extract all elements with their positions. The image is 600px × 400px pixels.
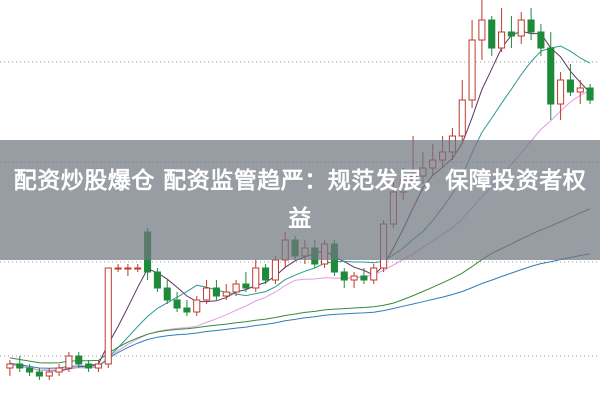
candle-body [360,275,368,281]
candle-body [478,19,486,41]
candle-body [114,267,122,270]
candle-body [45,371,53,377]
candle-body [370,267,378,281]
candle-body [55,367,63,373]
candle-body [163,287,171,301]
candle-body [26,367,34,373]
candle-body [557,79,565,105]
candle-body [104,267,112,365]
candle-body [193,299,201,313]
candle-body [242,283,250,289]
candle-body [527,19,535,33]
candle-body [94,363,102,369]
candle-body [203,287,211,301]
candle-body [75,355,83,365]
candle-body [134,267,142,270]
candle-body [153,271,161,289]
candle-body [340,271,348,281]
candle-body [232,283,240,293]
candle-body [350,275,358,281]
candle-body [566,79,574,93]
candle-body [498,31,506,49]
candle-body [173,299,181,309]
candle-body [16,363,24,369]
candle-body [124,267,132,270]
candle-body [35,371,43,377]
candle-body [458,99,466,137]
candle-body [252,267,260,289]
candle-body [547,47,555,105]
candle-body [468,39,476,101]
ma-line-60 [9,253,591,369]
candle-body [537,31,545,49]
candle-body [262,267,270,281]
candle-body [65,355,73,369]
candle-body [576,87,584,93]
headline-banner: 配资炒股爆仓 配资监管趋严：规范发展，保障投资者权益 [0,140,600,260]
candle-body [222,291,230,297]
candle-body [6,363,14,369]
candle-body [212,287,220,297]
candle-body [517,19,525,37]
candle-body [85,363,93,369]
candle-body [183,307,191,313]
headline-title: 配资炒股爆仓 配资监管趋严：规范发展，保障投资者权益 [13,168,587,232]
candle-body [507,31,515,37]
candle-body [271,259,279,281]
candle-body [586,87,594,101]
candle-body [488,19,496,49]
